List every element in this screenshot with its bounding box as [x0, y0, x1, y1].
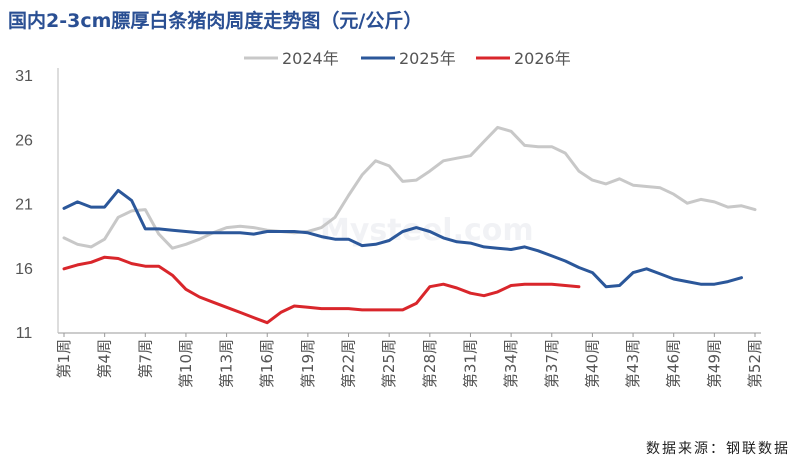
chart-title: 国内2-3cm膘厚白条猪肉周度走势图（元/公斤）	[8, 10, 423, 32]
x-tick-label: 第25周	[380, 339, 398, 388]
legend-label: 2024年	[282, 49, 339, 68]
x-tick-label: 第52周	[746, 339, 764, 388]
x-tick-label: 第19周	[299, 339, 317, 388]
series-line-2026年	[62, 255, 581, 325]
y-axis: 11 16 21 26 31	[15, 68, 761, 342]
x-tick-label: 第1周	[55, 339, 73, 379]
x-tick-label: 第46周	[665, 339, 683, 388]
data-source: 数据来源：钢联数据	[646, 441, 790, 457]
y-tick-label: 11	[16, 325, 33, 342]
y-tick-label: 21	[15, 197, 33, 214]
x-tick-label: 第43周	[624, 339, 642, 388]
legend: 2024年 2025年 2026年	[244, 49, 571, 68]
x-tick-label: 第40周	[583, 339, 601, 388]
x-tick-label: 第7周	[136, 339, 154, 379]
y-tick-label: 31	[15, 68, 33, 85]
x-tick-label: 第4周	[96, 339, 114, 379]
series-lines	[62, 125, 757, 325]
x-tick-label: 第49周	[705, 339, 723, 388]
x-axis: 第1周 第4周 第7周 第10周 第13周 第16周 第19周 第22周 第25周 第28周 第31…	[55, 333, 764, 388]
y-tick-label: 16	[15, 261, 33, 278]
legend-label: 2026年	[514, 49, 571, 68]
x-tick-label: 第28周	[421, 339, 439, 388]
x-tick-label: 第34周	[502, 339, 520, 388]
x-tick-label: 第37周	[543, 339, 561, 388]
series-line-2024年	[62, 125, 757, 250]
x-tick-label: 第13周	[218, 339, 236, 388]
x-tick-label: 第16周	[258, 339, 276, 388]
x-tick-label: 第22周	[340, 339, 358, 388]
x-tick-label: 第31周	[461, 339, 479, 388]
legend-label: 2025年	[399, 49, 456, 68]
x-tick-label: 第10周	[177, 339, 195, 388]
series-line-2025年	[62, 188, 743, 289]
y-tick-label: 26	[15, 132, 33, 149]
